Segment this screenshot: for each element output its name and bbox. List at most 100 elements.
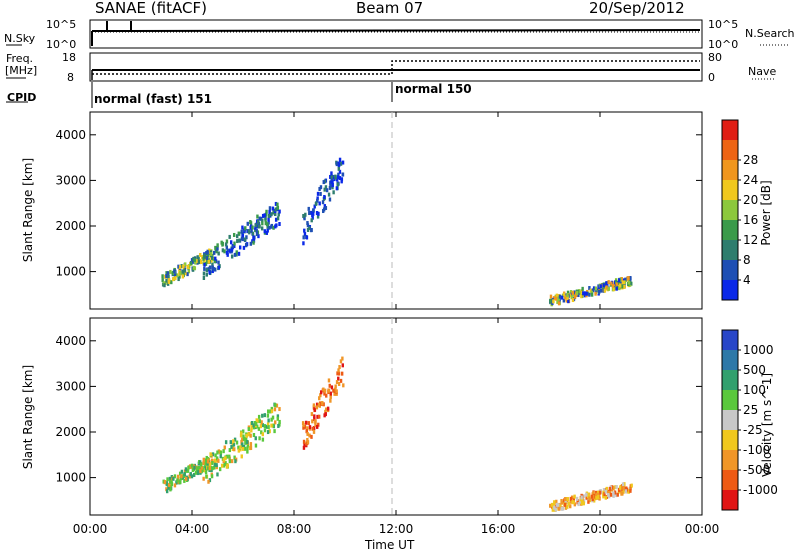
scatter-cell (211, 262, 214, 267)
scatter-cell (168, 479, 172, 484)
scatter-cell (224, 456, 227, 461)
scatter-cell (603, 288, 607, 293)
scatter-cell (270, 212, 273, 217)
scatter-cell (584, 291, 587, 296)
scatter-cell (335, 186, 339, 191)
scatter-cell (314, 201, 318, 206)
velocity-colorbar-tick-label: -1000 (743, 483, 778, 497)
scatter-cell (572, 497, 576, 502)
scatter-cell (557, 506, 561, 511)
colorbar-segment (722, 280, 738, 300)
scatter-cell (226, 463, 229, 468)
scatter-cell (588, 292, 591, 297)
scatter-cell (249, 433, 252, 438)
scatter-cell (195, 259, 198, 264)
scatter-cell (237, 231, 240, 236)
scatter-cell (341, 160, 345, 165)
scatter-cell (211, 466, 214, 471)
scatter-cell (329, 394, 332, 399)
x-tick-label: 00:00 (685, 522, 720, 536)
scatter-cell (621, 484, 624, 489)
scatter-cell (255, 418, 258, 423)
scatter-cell (233, 241, 236, 246)
scatter-cell (193, 465, 196, 470)
scatter-cell (204, 261, 208, 266)
scatter-cell (233, 252, 237, 257)
freq-strip-frame (89, 52, 703, 82)
scatter-cell (235, 440, 239, 445)
scatter-cell (166, 271, 170, 276)
scatter-cell (253, 421, 257, 426)
scatter-cell (258, 216, 261, 221)
scatter-cell (314, 419, 317, 424)
scatter-cell (336, 182, 339, 187)
scatter-cell (311, 426, 315, 431)
scatter-cell (210, 255, 214, 260)
scatter-cell (327, 192, 331, 197)
colorbar-frame (721, 119, 739, 301)
scatter-cell (612, 287, 616, 292)
scatter-cell (196, 255, 199, 260)
scatter-cell (628, 277, 632, 282)
scatter-cell (202, 256, 205, 261)
scatter-cell (186, 272, 189, 277)
power-colorbar-tick-label: 24 (743, 173, 758, 187)
scatter-cell (552, 299, 555, 304)
power-colorbar: 4 8 12 16 20 24 28 (721, 119, 758, 301)
x-tick-label: 08:00 (277, 522, 312, 536)
scatter-cell (327, 388, 330, 393)
scatter-cell (266, 228, 269, 233)
scatter-cell (208, 265, 212, 270)
scatter-cell (595, 495, 598, 500)
scatter-cell (261, 413, 264, 418)
scatter-cell (337, 381, 341, 386)
x-tick-label: 16:00 (481, 522, 516, 536)
scatter-cell (629, 486, 632, 491)
scatter-cell (573, 494, 576, 499)
scatter-cell (173, 273, 177, 278)
scatter-cell (180, 469, 184, 474)
scatter-cell (569, 504, 572, 509)
scatter-cell (278, 209, 281, 214)
scatter-cell (205, 253, 208, 258)
velocity-ylabel: Slant Range [km] (21, 364, 35, 470)
scatter-cell (199, 469, 202, 474)
scatter-cell (268, 429, 271, 434)
scatter-cell (316, 191, 320, 196)
scatter-cell (181, 274, 185, 279)
scatter-cell (205, 256, 208, 261)
scatter-cell (620, 491, 623, 496)
nsky-trace (91, 29, 701, 32)
velocity-colorbar-tick-label: -500 (743, 463, 770, 477)
scatter-cell (267, 213, 271, 218)
scatter-cell (551, 507, 555, 512)
scatter-cell (615, 286, 618, 291)
scatter-cell (604, 495, 608, 500)
nsky-label: N.Sky (4, 32, 36, 45)
scatter-cell (307, 421, 310, 426)
scatter-cell (328, 197, 332, 202)
scatter-cell (257, 426, 261, 431)
velocity-colorbar-tick-label: 1000 (743, 343, 774, 357)
scatter-cell (259, 424, 263, 429)
scatter-cell (323, 179, 327, 184)
scatter-cell (205, 272, 208, 277)
scatter-cell (326, 406, 330, 411)
scatter-cell (215, 463, 218, 468)
scatter-cell (168, 482, 171, 487)
scatter-cell (167, 485, 170, 490)
scatter-cell (323, 388, 327, 393)
scatter-cell (220, 463, 224, 468)
scatter-cell (241, 225, 244, 230)
scatter-cell (184, 467, 188, 472)
scatter-cell (238, 245, 242, 250)
colorbar-segment (722, 200, 738, 220)
scatter-cell (565, 497, 568, 502)
colorbar-segment (722, 430, 738, 450)
scatter-cell (274, 207, 277, 212)
scatter-cell (559, 504, 562, 509)
scatter-cell (603, 492, 606, 497)
scatter-cell (623, 284, 626, 289)
scatter-cell (312, 208, 315, 213)
scatter-cell (333, 177, 336, 182)
